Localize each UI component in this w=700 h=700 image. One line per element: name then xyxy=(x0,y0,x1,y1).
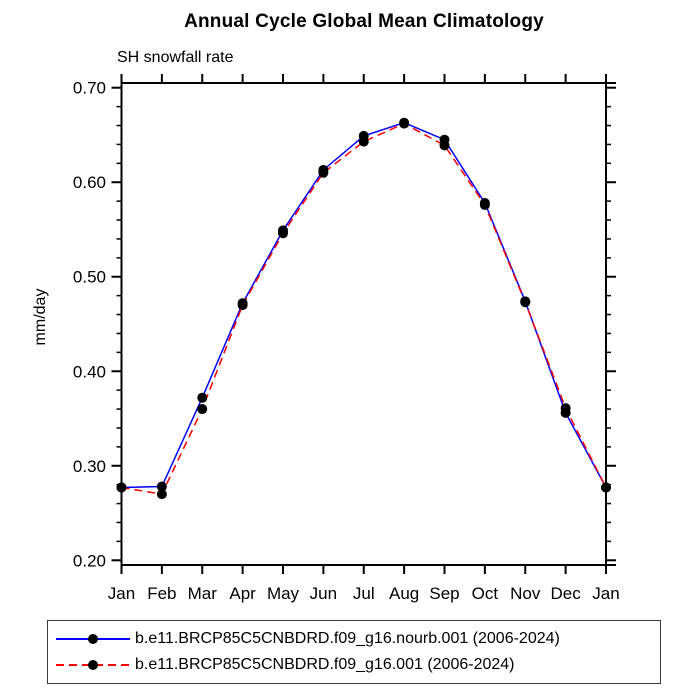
x-tick-label: Jul xyxy=(353,584,375,603)
data-point-marker xyxy=(358,136,369,147)
series-line xyxy=(121,122,607,495)
legend-entry-label: b.e11.BRCP85C5CNBDRD.f09_g16.nourb.001 (… xyxy=(135,630,560,647)
x-tick-label: Aug xyxy=(389,584,419,603)
chart-title: Annual Cycle Global Mean Climatology xyxy=(184,11,544,32)
data-point-marker xyxy=(520,297,531,308)
legend-entry: b.e11.BRCP85C5CNBDRD.f09_g16.nourb.001 (… xyxy=(56,626,660,652)
y-tick-label: 0.30 xyxy=(73,457,106,476)
legend-line-sample-dashed xyxy=(56,660,130,670)
series-line xyxy=(121,121,607,489)
data-point-marker xyxy=(601,482,611,493)
x-tick-label: Jan xyxy=(592,584,619,603)
y-tick-label: 0.50 xyxy=(73,268,106,287)
legend-line-sample-solid xyxy=(56,634,130,644)
data-point-marker xyxy=(439,140,450,151)
x-tick-label: Sep xyxy=(429,584,459,603)
x-tick-label: Jan xyxy=(108,584,135,603)
chart-subtitle: SH snowfall rate xyxy=(117,49,234,66)
x-tick-label: Jun xyxy=(310,584,337,603)
data-point-marker xyxy=(116,482,127,493)
data-point-marker xyxy=(237,300,248,311)
y-tick-label: 0.20 xyxy=(73,551,106,570)
x-tick-label: Dec xyxy=(551,584,582,603)
data-point-marker xyxy=(156,489,167,500)
legend-entry: b.e11.BRCP85C5CNBDRD.f09_g16.001 (2006-2… xyxy=(56,652,660,678)
x-tick-label: May xyxy=(267,584,300,603)
data-point-marker xyxy=(479,199,490,210)
x-tick-label: Mar xyxy=(188,584,218,603)
data-point-marker xyxy=(399,118,410,129)
legend-entry-label: b.e11.BRCP85C5CNBDRD.f09_g16.001 (2006-2… xyxy=(135,656,515,673)
data-point-marker xyxy=(560,403,571,414)
data-point-marker xyxy=(197,392,208,403)
data-point-marker xyxy=(318,167,329,178)
data-point-marker xyxy=(156,481,167,492)
y-tick-label: 0.70 xyxy=(73,79,106,98)
x-tick-label: Apr xyxy=(229,584,256,603)
legend-marker-dot xyxy=(88,660,98,670)
x-tick-label: Oct xyxy=(472,584,499,603)
x-tick-label: Nov xyxy=(510,584,541,603)
data-point-marker xyxy=(197,404,208,415)
data-point-marker xyxy=(278,228,288,239)
x-tick-label: Feb xyxy=(147,584,176,603)
y-tick-label: 0.40 xyxy=(73,362,106,381)
legend-marker-dot xyxy=(88,634,98,644)
legend-box: b.e11.BRCP85C5CNBDRD.f09_g16.nourb.001 (… xyxy=(47,620,661,684)
y-tick-label: 0.60 xyxy=(73,173,106,192)
